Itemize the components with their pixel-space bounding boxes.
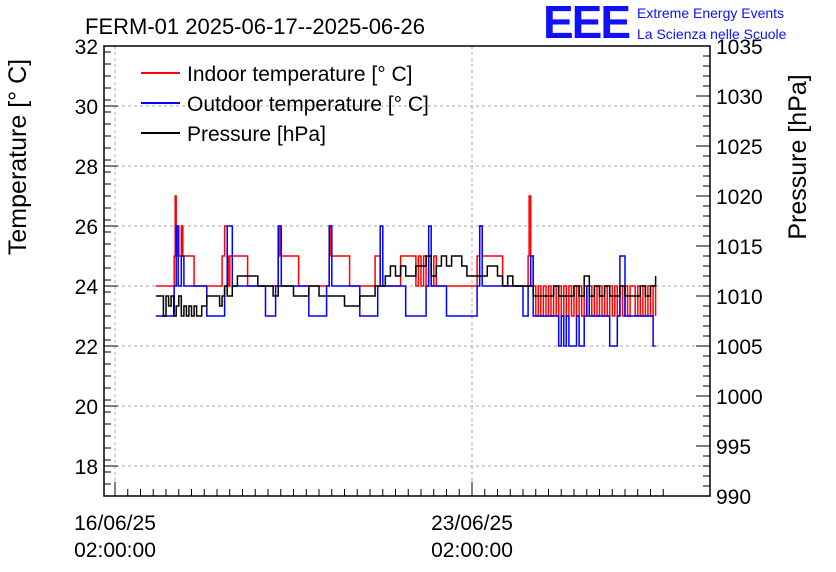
x-tick-label-time: 02:00:00: [431, 539, 513, 562]
left-tick-label: 22: [75, 336, 98, 359]
logo-line-2: La Scienza nelle Scuole: [637, 26, 787, 42]
right-tick-label: 1025: [716, 136, 763, 159]
right-tick-label: 1030: [716, 86, 763, 109]
logo-line-1: Extreme Energy Events: [637, 5, 784, 21]
right-tick-label: 1010: [716, 286, 763, 309]
axis-ticks: [104, 45, 710, 497]
right-axis-title: Pressure [hPa]: [784, 74, 812, 239]
right-tick-label: 1005: [716, 336, 763, 359]
left-tick-label: 26: [75, 216, 98, 239]
logo-letters: EEE: [543, 0, 629, 48]
left-tick-label: 18: [75, 456, 98, 479]
right-tick-label: 1020: [716, 186, 763, 209]
left-tick-label: 28: [75, 156, 98, 179]
x-tick-label-date: 23/06/25: [431, 512, 513, 535]
tick-labels: 18 20 22 24 26 28 30 32 990 995 1000 1005 1010 1015 10…: [74, 36, 763, 562]
right-tick-label: 1035: [716, 36, 763, 59]
left-tick-label: 30: [75, 96, 98, 119]
legend-label: Outdoor temperature [° C]: [187, 93, 429, 116]
legend-label: Pressure [hPa]: [187, 123, 326, 146]
legend-label: Indoor temperature [° C]: [187, 63, 413, 86]
right-tick-label: 995: [716, 436, 751, 459]
left-tick-label: 32: [75, 36, 98, 59]
series-line-outdoor: [155, 225, 656, 347]
legend: Indoor temperature [° C] Outdoor temperat…: [141, 63, 429, 146]
left-tick-label: 24: [75, 276, 99, 299]
chart-title: FERM-01 2025-06-17--2025-06-26: [85, 14, 425, 39]
left-axis-title: Temperature [° C]: [4, 59, 32, 255]
series-lines: [155, 195, 657, 347]
right-tick-label: 990: [716, 486, 751, 509]
right-tick-label: 1000: [716, 386, 763, 409]
x-tick-label-date: 16/06/25: [74, 512, 156, 535]
x-tick-label-time: 02:00:00: [74, 539, 156, 562]
left-tick-label: 20: [75, 396, 98, 419]
plot-frame: [103, 45, 711, 497]
right-tick-label: 1015: [716, 236, 763, 259]
eee-logo: EEE Extreme Energy Events La Scienza nel…: [543, 0, 787, 48]
series-line-pressure: [155, 255, 657, 317]
